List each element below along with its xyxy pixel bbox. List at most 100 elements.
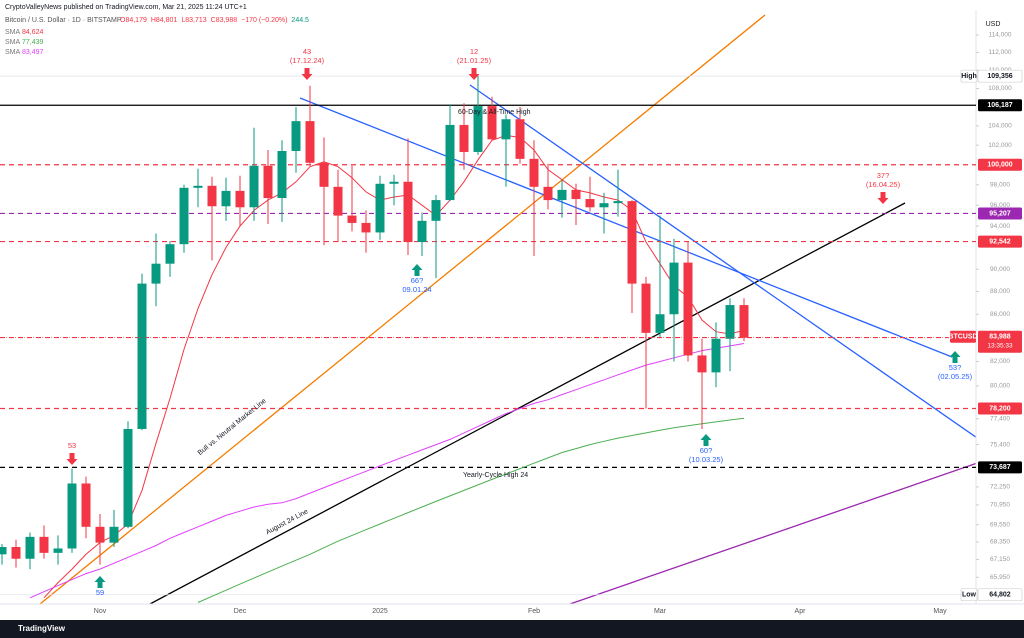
x-tick-label: Apr [795, 608, 807, 615]
plot [0, 75, 976, 603]
y-tick-label: 88,000 [990, 288, 1010, 295]
y-tick-label: 65,950 [990, 574, 1010, 581]
candle-body [445, 124, 455, 201]
ohlc-value: C83,988 [211, 17, 238, 24]
y-tick-label: 112,000 [988, 49, 1011, 56]
trend-line [569, 462, 976, 604]
x-tick-label: 2025 [372, 608, 388, 615]
candle-body [655, 314, 665, 333]
level-label: 73,687 [989, 464, 1011, 471]
candle-body [0, 547, 7, 555]
candle-body [165, 244, 175, 264]
level-label: 106,187 [987, 102, 1012, 109]
annotation-text: 37? [877, 171, 890, 180]
annotation-text: (02.05.25) [938, 372, 973, 381]
annotation-arrow [700, 434, 712, 446]
publisher: CryptoValleyNews published on TradingVie… [5, 4, 247, 11]
y-tick-label: 69,550 [990, 521, 1010, 528]
candle-body [249, 165, 259, 208]
candle-body [95, 526, 105, 543]
candle-body [571, 189, 581, 200]
extreme-box [977, 588, 1023, 602]
sma-line [29, 343, 745, 599]
candle-body [207, 185, 217, 207]
candle-body [25, 536, 35, 559]
y-tick-label: 96,000 [990, 202, 1010, 209]
annotation-text: 66? [411, 276, 424, 285]
annotation-text: (16.04.25) [866, 180, 901, 189]
candle-body [109, 526, 119, 543]
candle-body [277, 150, 287, 199]
candle-body [221, 190, 231, 207]
candle-body [123, 428, 133, 527]
candle-body [599, 203, 609, 208]
legend-value: 77,439 [22, 39, 44, 46]
y-tick-label: 102,000 [988, 142, 1012, 149]
candle-body [151, 263, 161, 284]
candle-body [305, 121, 315, 163]
legend-name: SMA [5, 29, 21, 36]
y-tick-label: 68,350 [990, 539, 1010, 546]
trend-line [149, 202, 906, 604]
symbol: Bitcoin / U.S. Dollar · 1D · BITSTAMP [5, 17, 122, 24]
annotation-text: 43 [303, 47, 311, 56]
candle-body [417, 220, 427, 243]
ohlc-value: L83,713 [181, 17, 206, 24]
candle-body [697, 355, 707, 373]
level-box [978, 402, 1022, 415]
candle-body [361, 222, 371, 233]
candle-body [235, 190, 245, 208]
sma-line [197, 417, 745, 603]
candle-body [613, 201, 623, 204]
trend-line [299, 97, 953, 358]
drawing-label: Yearly-Cycle High 24 [463, 472, 528, 479]
annotation-arrow [94, 576, 106, 588]
level-box [978, 461, 1022, 474]
last-price-box [978, 330, 1022, 353]
legend-name: SMA [5, 39, 21, 46]
annotation-text: 59 [96, 588, 104, 597]
y-tick-label: 72,250 [990, 484, 1010, 491]
candle-body [431, 200, 441, 221]
extreme-name-box [960, 69, 978, 83]
candle-body [389, 181, 399, 184]
y-tick-label: 67,150 [990, 556, 1010, 563]
annotation-text: 53 [68, 441, 76, 450]
annotation-arrow [66, 453, 78, 465]
level-label: 78,200 [989, 405, 1011, 412]
candle-body [501, 119, 511, 140]
candle-body [403, 181, 413, 243]
y-tick-label: 70,950 [990, 502, 1010, 509]
candle-body [669, 262, 679, 315]
extreme-name-label: Low [962, 592, 977, 599]
candle-body [711, 338, 721, 373]
drawing-label: 60-Day & All-Time High [458, 109, 531, 116]
annotation-text: 53? [949, 363, 962, 372]
last-price-label: 83,988 [989, 334, 1011, 341]
x-tick-label: Nov [94, 608, 107, 615]
last-price-symbol-label: BTCUSD [948, 334, 977, 341]
legend-value: 83,497 [22, 49, 44, 56]
candle-body [137, 283, 147, 429]
candle-body [333, 186, 343, 216]
annotation-text: 12 [470, 47, 478, 56]
candle-body [529, 158, 539, 187]
candle-body [487, 106, 497, 140]
annotation-arrow [877, 192, 889, 204]
candle-body [515, 119, 525, 159]
candle-body [725, 305, 735, 339]
candle-body [81, 483, 91, 527]
extreme-label: 64,802 [989, 592, 1011, 599]
candle-body [459, 124, 469, 152]
candle-body [543, 186, 553, 201]
candle-body [683, 262, 693, 356]
trend-line [39, 14, 766, 604]
candle-body [347, 215, 357, 223]
ohlc-value: −170 (−0.20%) [241, 17, 287, 24]
y-tick-label: 114,000 [988, 32, 1011, 39]
level-box [978, 99, 1022, 112]
extreme-box [977, 69, 1023, 83]
axis-unit: USD [986, 21, 1001, 28]
y-tick-label: 108,000 [988, 85, 1012, 92]
